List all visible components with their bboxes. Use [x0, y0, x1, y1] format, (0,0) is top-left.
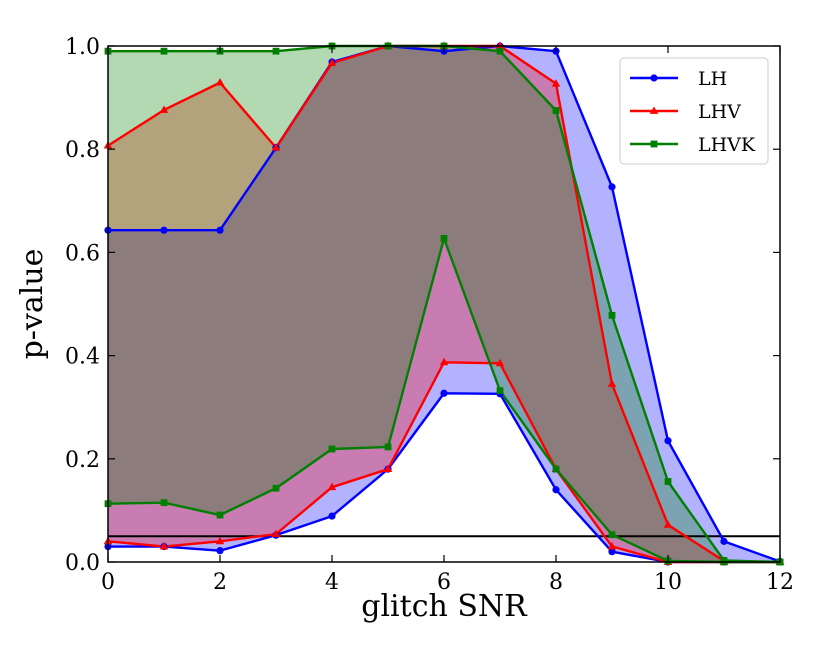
x-tick-label: 10 [654, 570, 682, 595]
lhv-lower-point [215, 536, 225, 545]
y-tick-label: 0.6 [65, 241, 100, 266]
lh-upper-point [664, 437, 672, 445]
lhv-upper-point [551, 79, 561, 87]
lhv-upper-point [495, 41, 505, 49]
lhv-band-fill [108, 46, 780, 562]
lhvk-lower-point [384, 443, 392, 451]
lhv-lower-point [271, 529, 281, 538]
lh-lower-point [328, 512, 336, 520]
lhv-lower-point [495, 358, 505, 367]
lhvk-lower-point [552, 465, 560, 473]
y-tick-label: 0.4 [65, 345, 100, 370]
y-tick-label: 0.8 [65, 138, 100, 163]
lhv-lower-point [439, 357, 449, 366]
lhvk-band-fill [108, 46, 780, 562]
x-tick-label: 4 [325, 570, 339, 595]
lhvk-lower-point [216, 511, 224, 519]
lhv-lower-point [607, 542, 617, 550]
lh-upper-point [216, 226, 224, 234]
y-tick-label: 0.2 [65, 448, 100, 473]
y-axis-label: p-value [15, 249, 50, 360]
lh-upper-point [608, 183, 616, 191]
legend-lh-label: LH [698, 68, 727, 90]
lhvk-upper-point [608, 311, 616, 319]
lhv-upper-point [215, 78, 225, 86]
x-tick-label: 12 [766, 570, 794, 595]
lhvk-lower-point [440, 235, 448, 242]
lhvk-lower-point [328, 445, 336, 453]
lhv-upper-point [271, 143, 281, 151]
legend-box [619, 57, 769, 165]
y-tick-label: 1.0 [65, 35, 100, 60]
x-tick-label: 2 [213, 570, 227, 595]
lh-upper-point [160, 226, 168, 234]
band-fills [108, 46, 780, 562]
x-tick-label: 8 [549, 570, 563, 595]
legend-lhv-label: LHV [698, 101, 741, 123]
lh-lower-point [440, 389, 448, 397]
lh-lower-point [608, 548, 616, 556]
lhvk-upper-point [496, 47, 504, 55]
lhv-lower-point [327, 482, 337, 491]
x-axis-ticks: 0 2 4 6 8 10 12 [101, 46, 794, 595]
lhv-lower-point [383, 464, 393, 473]
x-tick-label: 6 [437, 570, 451, 595]
lhv-lower-point [159, 542, 169, 550]
legend-lh-marker [650, 74, 658, 82]
lh-upper-point [720, 537, 728, 545]
y-axis-ticks: 0.0 0.2 0.4 0.6 0.8 1.0 [65, 35, 780, 576]
x-tick-label: 0 [101, 570, 115, 595]
lh-lower-point [552, 486, 560, 494]
lhvk-upper-point [552, 107, 560, 114]
lhvk-upper-point [160, 47, 168, 55]
legend-lhvk-label: LHVK [698, 134, 756, 156]
legend-lhvk-marker [650, 140, 658, 148]
lhvk-upper-point [664, 478, 672, 485]
lhv-upper-point [327, 58, 337, 66]
lhv-upper-point [607, 379, 617, 387]
lhv-upper-point [663, 520, 673, 528]
lhv-upper-point [159, 105, 169, 113]
lh-lower-point [216, 547, 224, 555]
x-axis-label: glitch SNR [361, 589, 528, 624]
lhvk-upper-point [272, 47, 280, 55]
lhvk-lower-point [496, 387, 504, 395]
legend-lhv-marker [649, 106, 659, 114]
lh-band-fill [108, 46, 780, 562]
lhvk-lower-point [160, 499, 168, 507]
lhvk-lower-point [608, 531, 616, 539]
lhvk-lower-point [272, 484, 280, 492]
legend: LH LHV LHVK [619, 57, 769, 165]
y-tick-label: 0.0 [65, 551, 100, 576]
